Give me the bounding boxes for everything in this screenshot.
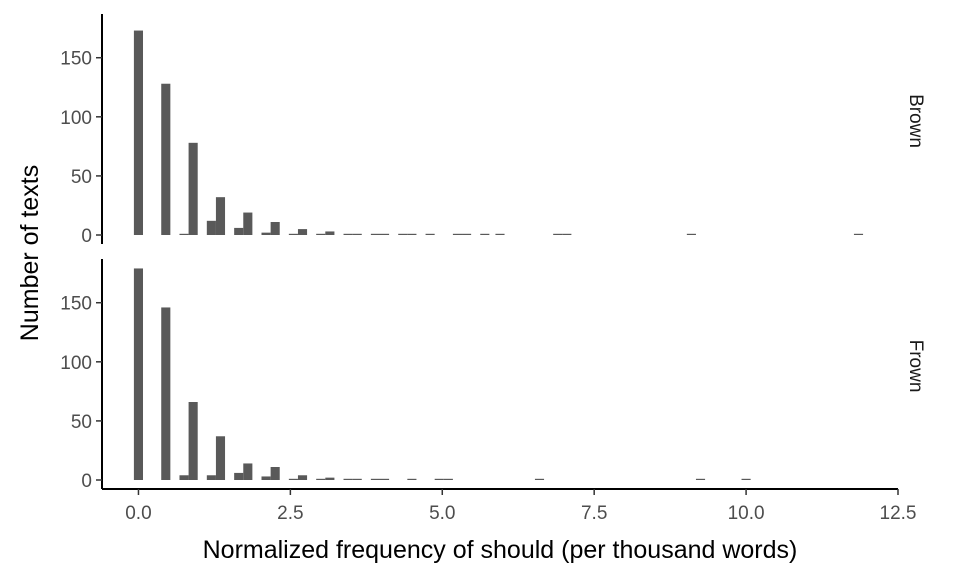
histogram-bar [695, 478, 706, 480]
histogram-bar [215, 197, 226, 235]
x-axis: 0.0 2.5 5.0 7.5 10.0 12.5 [102, 488, 917, 524]
histogram-bar [343, 478, 353, 480]
facet-strip-label: Brown [905, 94, 926, 148]
histogram-bar [234, 472, 244, 480]
x-tick-label: 10.0 [728, 503, 765, 524]
y-tick-label: 100 [60, 108, 92, 129]
histogram-bar [553, 233, 563, 235]
histogram-bar [161, 307, 171, 480]
x-tick-label: 12.5 [880, 503, 917, 524]
histogram-bar [443, 478, 453, 480]
histogram-bar [297, 475, 308, 480]
histogram-bar [434, 478, 444, 480]
histogram-bar [741, 478, 751, 480]
histogram-bar [452, 233, 463, 235]
histogram-bar [352, 233, 362, 235]
histogram-bar [234, 227, 244, 235]
histogram-bar [407, 478, 417, 480]
histogram-bar [534, 478, 545, 480]
facet-panel-brown: 0 50 100 150 Brown [60, 14, 926, 247]
x-tick-label: 2.5 [277, 503, 303, 524]
histogram-bar [853, 233, 864, 235]
histogram-bar [316, 233, 326, 235]
histogram-bar [288, 478, 298, 480]
x-tick-label: 5.0 [429, 503, 455, 524]
y-tick-label: 100 [60, 353, 92, 374]
histogram-bar [325, 231, 335, 235]
y-tick-label: 150 [60, 49, 92, 70]
x-tick-label: 7.5 [581, 503, 607, 524]
x-axis-title: Normalized frequency of should (per thou… [203, 536, 798, 564]
y-axis-title: Number of texts [16, 165, 44, 341]
histogram-bar [261, 232, 271, 235]
histogram-bar [179, 475, 189, 480]
histogram-bar [562, 233, 572, 235]
y-tick-label: 50 [71, 167, 92, 188]
histogram-bar [206, 475, 216, 480]
y-tick-label: 0 [81, 471, 92, 492]
histogram-bar [370, 478, 380, 480]
histogram-bar [133, 268, 144, 480]
histogram-bar [261, 476, 271, 480]
histogram-bar [215, 436, 226, 480]
y-tick-label: 50 [71, 412, 92, 433]
histogram-bar [270, 222, 280, 235]
histogram-bar [343, 233, 353, 235]
y-tick-label: 0 [81, 226, 92, 247]
histogram-bar [206, 220, 216, 235]
histogram-bar [686, 233, 696, 235]
histogram-bar [495, 233, 505, 235]
x-tick-label: 0.0 [125, 503, 151, 524]
histogram-bar [407, 233, 417, 235]
histogram-bar [379, 478, 390, 480]
facet-panels: 0 50 100 150 Brown 0 50 100 150 Frown [60, 14, 926, 492]
histogram-bar [462, 233, 472, 235]
histogram-bar [133, 30, 144, 235]
histogram-bar [188, 402, 198, 480]
facet-panel-frown: 0 50 100 150 Frown [60, 259, 926, 492]
histogram-bar [370, 233, 380, 235]
histogram-bar [297, 229, 308, 235]
histogram-bar [270, 467, 280, 480]
histogram-bar [325, 477, 335, 480]
histogram-bar [352, 478, 362, 480]
histogram-bar [379, 233, 390, 235]
histogram-bar [425, 233, 435, 235]
histogram-bar [398, 233, 408, 235]
facet-strip-label: Frown [905, 340, 926, 393]
histogram-bar [161, 83, 171, 235]
histogram-bar [288, 233, 298, 235]
histogram-bar [243, 212, 253, 235]
histogram-bar [179, 233, 189, 235]
histogram-bar [188, 142, 198, 235]
histogram-bar [243, 463, 253, 480]
histogram-bar [480, 233, 490, 235]
y-tick-label: 150 [60, 294, 92, 315]
histogram-bar [316, 478, 326, 480]
